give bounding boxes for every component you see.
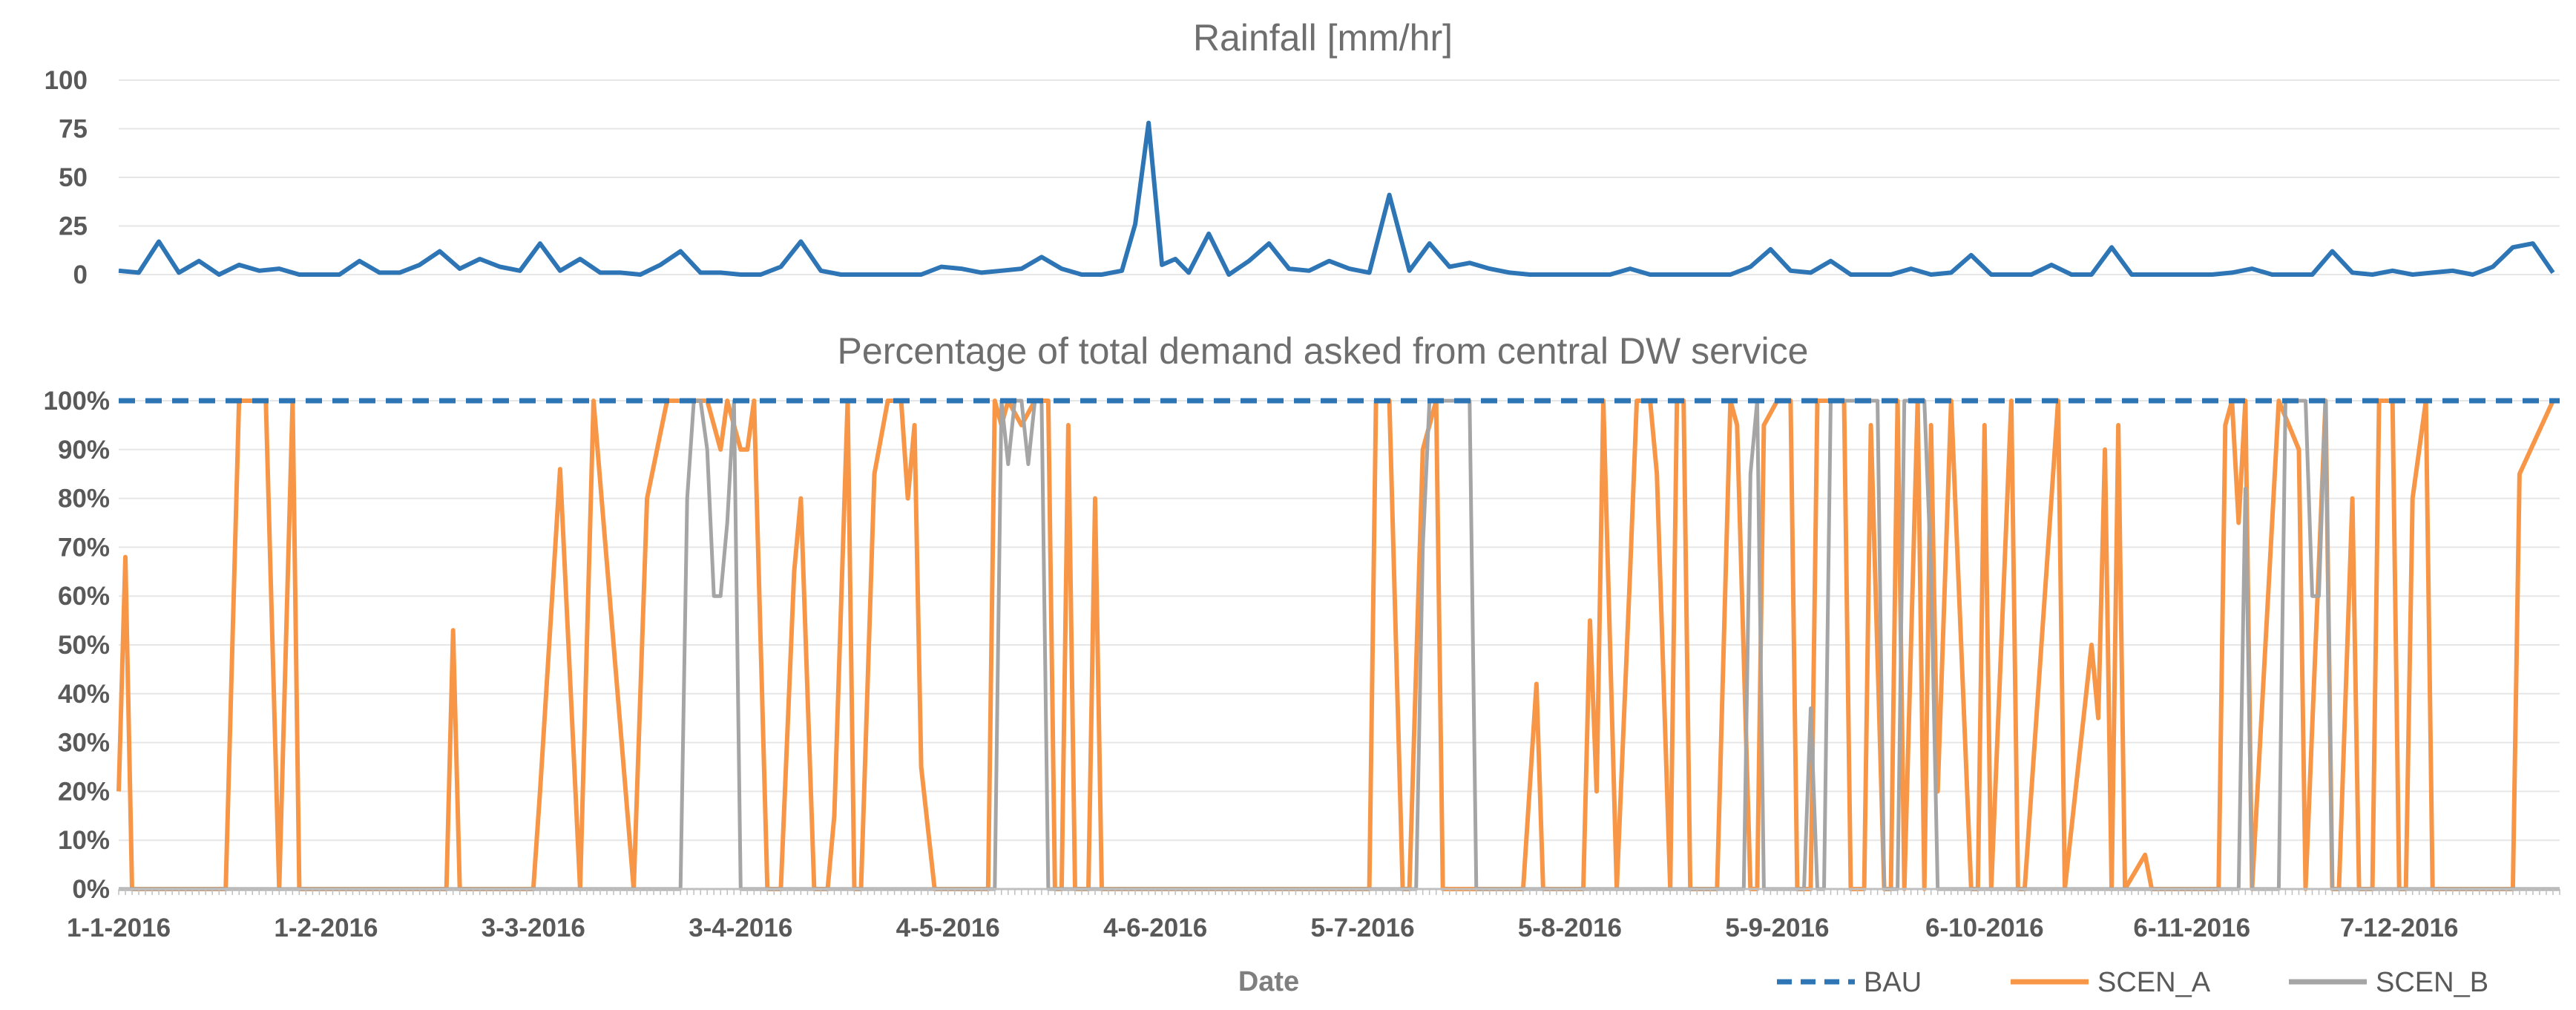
rain-y-tick-label: 50: [59, 163, 88, 192]
demand-x-axis: 1-1-2016 1-2-2016 3-3-2016 3-4-2016 4-5-2016…: [67, 888, 2560, 942]
demand-x-tick-label: 7-12-2016: [2340, 914, 2459, 942]
demand-x-tick-label: 5-7-2016: [1310, 914, 1414, 942]
demand-x-tick-label: 5-8-2016: [1518, 914, 1622, 942]
rainfall-y-axis: 100 75 50 25 0: [45, 66, 88, 289]
demand-y-tick-label: 40%: [58, 680, 110, 709]
demand-y-tick-label: 30%: [58, 729, 110, 758]
demand-y-tick-label: 50%: [58, 631, 110, 660]
demand-y-tick-label: 10%: [58, 826, 110, 855]
demand-x-tick-label: 6-10-2016: [1925, 914, 2044, 942]
demand-y-tick-label: 90%: [58, 436, 110, 465]
rainfall-series: [118, 120, 2555, 277]
rainfall-line: [118, 120, 2555, 277]
demand-x-tick-label: 3-4-2016: [689, 914, 792, 942]
x-axis-title: Date: [1238, 966, 1299, 997]
demand-gridlines: [119, 400, 2560, 890]
demand-y-tick-label: 20%: [58, 777, 110, 806]
demand-y-tick-label: 0%: [72, 875, 110, 904]
demand-x-tick-label: 6-11-2016: [2133, 914, 2250, 942]
demand-x-tick-label: 3-3-2016: [482, 914, 585, 942]
demand-x-tick-label: 1-1-2016: [67, 914, 171, 942]
legend-scen-b-label: SCEN_B: [2376, 967, 2488, 998]
demand-y-tick-label: 100%: [43, 387, 110, 416]
demand-chart-title: Percentage of total demand asked from ce…: [838, 330, 1809, 372]
demand-x-tick-label: 5-9-2016: [1725, 914, 1829, 942]
demand-y-tick-label: 60%: [58, 582, 110, 611]
demand-y-tick-label: 70%: [58, 533, 110, 562]
rainfall-gridlines: [119, 79, 2560, 275]
legend-scen-a-label: SCEN_A: [2097, 967, 2211, 998]
rain-y-tick-label: 75: [59, 115, 88, 144]
rain-y-tick-label: 100: [45, 66, 88, 95]
legend-bau-label: BAU: [1864, 967, 1922, 998]
demand-x-tick-label: 4-5-2016: [896, 914, 1000, 942]
legend: BAU SCEN_A SCEN_B: [1777, 967, 2488, 998]
demand-y-tick-label: 80%: [58, 485, 110, 514]
demand-y-axis: 100% 90% 80% 70% 60% 50% 40% 30% 20% 10% 0%: [43, 387, 110, 904]
rain-y-tick-label: 25: [59, 212, 88, 241]
demand-x-tick-label: 4-6-2016: [1103, 914, 1207, 942]
demand-x-tick-label: 1-2-2016: [274, 914, 378, 942]
rainfall-chart-title: Rainfall [mm/hr]: [1193, 17, 1453, 59]
rain-y-tick-label: 0: [73, 260, 88, 289]
